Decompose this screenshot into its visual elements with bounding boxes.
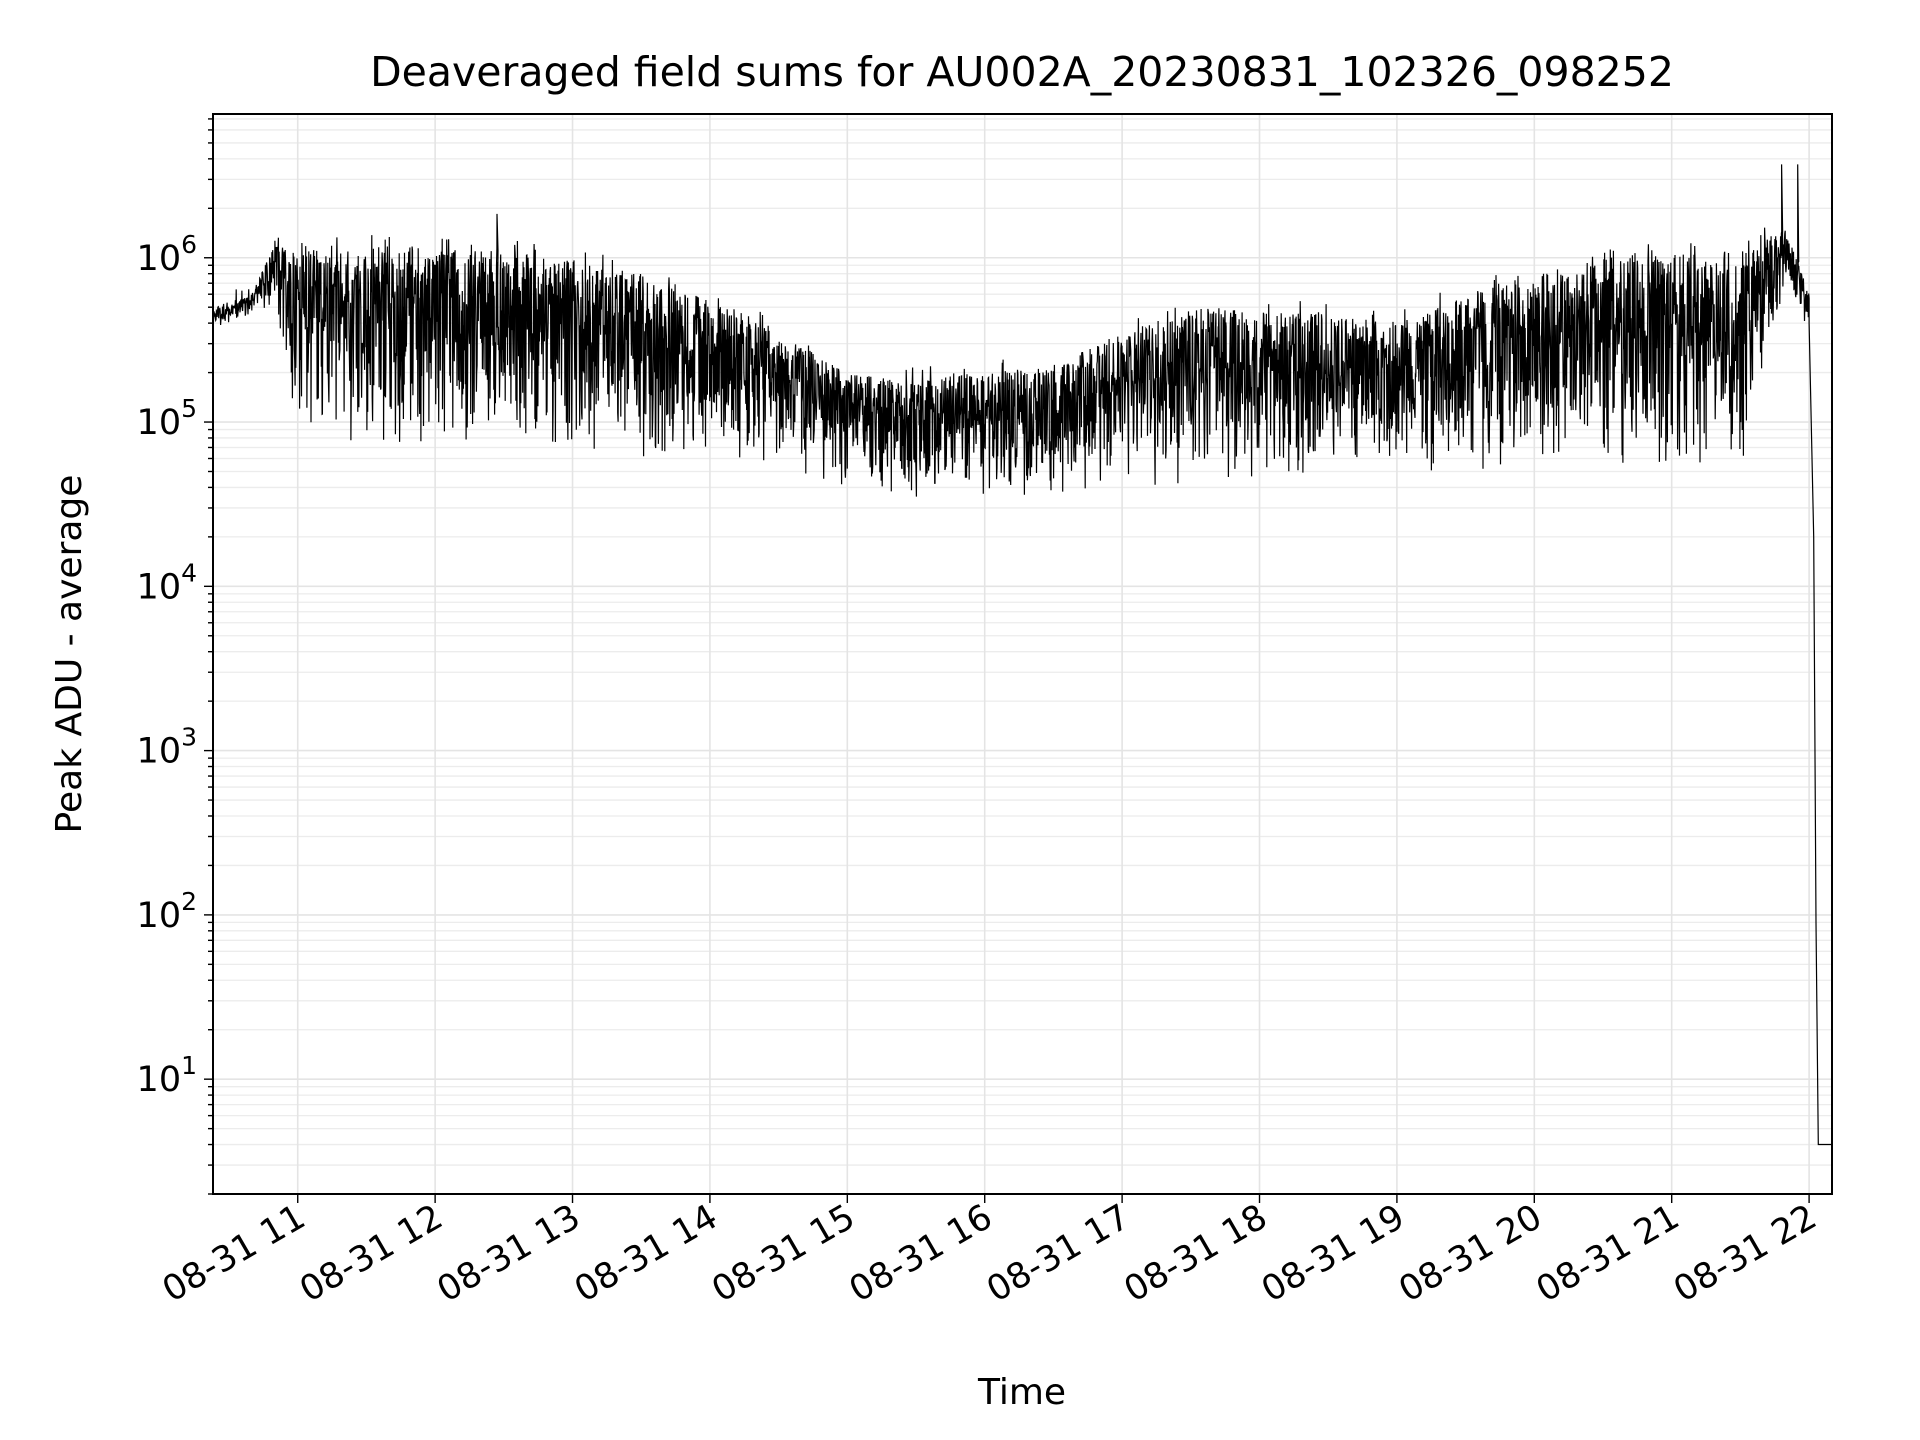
y-tick-base: 10 [137,403,182,443]
x-axis-label: Time [977,1372,1066,1413]
y-tick-label: 102 [137,887,197,936]
data-series [212,164,1832,1146]
y-tick-base: 10 [137,567,182,607]
y-tick-label: 103 [137,723,197,772]
y-tick-exponent: 6 [181,230,197,259]
y-tick-label: 106 [137,230,197,279]
y-tick-label: 104 [137,558,197,607]
y-tick-label: 105 [137,394,197,443]
y-tick-exponent: 4 [181,558,197,587]
plot-frame [212,113,1833,1195]
y-tick-exponent: 1 [181,1051,197,1080]
y-tick-exponent: 5 [181,394,197,423]
y-tick-exponent: 3 [181,723,197,752]
y-tick-base: 10 [137,239,182,279]
y-tick-exponent: 2 [181,887,197,916]
y-tick-label: 101 [137,1051,197,1100]
grid [213,114,1832,1195]
y-tick-base: 10 [137,732,182,772]
series-line [212,164,1832,1146]
y-tick-base: 10 [137,1060,182,1100]
chart-title: Deaveraged field sums for AU002A_2023083… [370,48,1674,96]
y-axis-label: Peak ADU - average [49,475,90,834]
y-tick-base: 10 [137,896,182,936]
